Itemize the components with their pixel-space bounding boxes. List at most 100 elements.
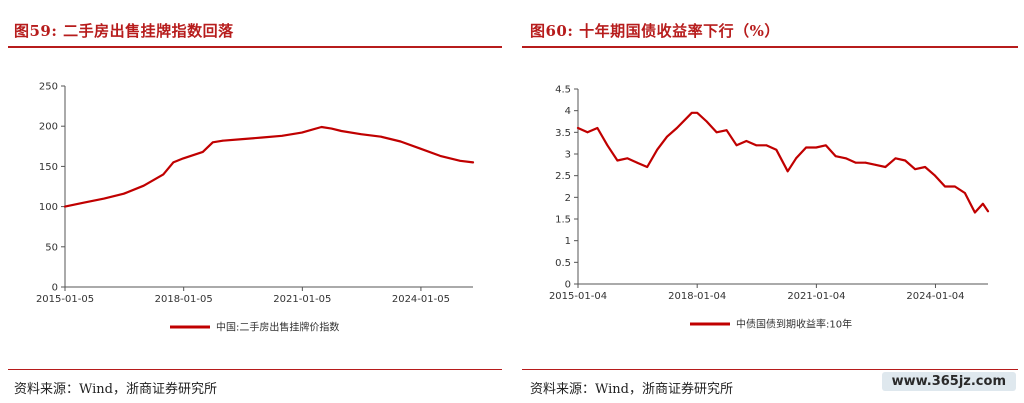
right-data-point — [894, 157, 897, 160]
left-y-tick-label: 100 — [39, 202, 58, 213]
right-data-point — [934, 174, 936, 177]
left-data-point — [122, 192, 125, 195]
right-data-point — [626, 157, 629, 160]
left-y-tick-label: 50 — [45, 242, 58, 253]
right-data-point — [690, 111, 693, 114]
right-source-rule — [522, 369, 1018, 370]
left-title-rule — [8, 46, 502, 48]
left-x-tick-label: 2021-01-05 — [273, 294, 331, 305]
right-data-point — [616, 159, 619, 162]
right-data-point — [944, 185, 946, 188]
right-data-point — [805, 146, 807, 149]
right-data-point — [705, 120, 708, 123]
right-data-point — [725, 129, 728, 132]
right-data-point — [666, 135, 668, 138]
left-data-point — [261, 136, 264, 139]
left-data-point — [103, 197, 105, 200]
right-x-tick-label: 2015-01-04 — [549, 291, 607, 302]
right-data-point — [606, 144, 609, 147]
left-data-point — [201, 151, 204, 153]
left-y-tick-label: 250 — [39, 82, 58, 93]
right-data-point — [696, 111, 699, 114]
left-source-rule — [8, 369, 502, 370]
left-data-point — [182, 157, 185, 160]
left-x-tick-label: 2015-01-05 — [36, 294, 94, 305]
right-data-point — [982, 202, 984, 205]
right-data-point — [844, 157, 847, 160]
left-data-point — [330, 127, 333, 130]
left-chart-plot: 0 50 100 150 200 250 2015-01-05 2018-01-05 2021-… — [36, 82, 475, 334]
right-series-line — [576, 111, 990, 214]
left-x-tick-label: 2024-01-05 — [392, 294, 450, 305]
right-data-point — [676, 127, 678, 129]
left-data-point — [439, 155, 442, 157]
right-y-tick-label: 0.5 — [555, 258, 571, 269]
right-data-point — [834, 155, 837, 158]
right-data-point — [924, 166, 926, 168]
right-data-point — [874, 163, 877, 166]
right-legend-label: 中债国债到期收益率:10年 — [736, 318, 852, 331]
left-data-point — [221, 139, 224, 142]
left-data-point — [472, 161, 474, 164]
right-title-rule — [522, 46, 1018, 48]
left-source-note: 资料来源：Wind，浙商证券研究所 — [14, 382, 217, 397]
left-x-tick-label: 2018-01-05 — [155, 294, 213, 305]
left-data-point — [301, 131, 303, 134]
left-series-line — [63, 125, 475, 208]
left-data-point — [360, 133, 362, 136]
right-data-point — [775, 148, 778, 151]
right-data-point — [864, 161, 867, 164]
right-y-tick-label: 2.5 — [555, 171, 571, 182]
right-data-point — [954, 185, 956, 188]
right-y-tick-label: 4 — [565, 106, 571, 117]
right-data-point — [755, 144, 758, 147]
right-data-point — [646, 166, 649, 168]
right-data-point — [824, 144, 827, 147]
right-data-point — [577, 127, 579, 129]
right-data-point — [987, 210, 989, 213]
right-data-point — [745, 140, 748, 142]
left-y-tick-label: 150 — [39, 162, 58, 173]
left-data-point — [281, 134, 283, 137]
left-data-point — [64, 205, 66, 208]
right-data-point — [656, 148, 659, 151]
left-data-point — [459, 159, 461, 162]
right-y-tick-label: 4.5 — [555, 85, 571, 96]
right-data-point — [914, 168, 916, 171]
left-data-point — [211, 141, 214, 144]
right-data-point — [786, 170, 789, 173]
right-data-point — [795, 157, 797, 160]
right-y-tick-label: 1.5 — [555, 215, 571, 226]
right-data-point — [636, 161, 639, 164]
watermark-badge: www.365jz.com — [881, 372, 1016, 391]
right-x-tick-label: 2021-01-04 — [787, 291, 845, 302]
right-x-tick-label: 2024-01-04 — [906, 291, 964, 302]
right-data-point — [596, 127, 599, 129]
right-y-tick-label: 0 — [565, 280, 571, 291]
right-data-point — [586, 131, 589, 134]
right-data-point — [904, 159, 907, 162]
left-data-point — [419, 147, 422, 150]
right-y-tick-label: 2 — [565, 193, 571, 204]
left-y-tick-label: 200 — [39, 122, 58, 133]
left-data-point — [399, 140, 402, 143]
left-chart-title: 图59: 二手房出售挂牌指数回落 — [14, 22, 234, 40]
left-y-tick-label: 0 — [52, 283, 58, 294]
right-y-tick-label: 1 — [565, 236, 571, 247]
left-data-point — [162, 173, 165, 176]
left-data-point — [142, 184, 145, 187]
right-y-tick-label: 3 — [565, 150, 571, 161]
left-legend-label: 中国:二手房出售挂牌价指数 — [216, 321, 339, 334]
right-chart-plot: 0 0.5 1 1.5 2 2.5 3 3.5 4 4.5 2015-01-04 2018-01-04… — [549, 85, 990, 331]
right-y-tick-label: 3.5 — [555, 128, 571, 139]
right-data-point — [854, 161, 857, 164]
right-data-point — [815, 146, 817, 149]
right-data-point — [715, 131, 718, 134]
right-data-point — [974, 211, 976, 214]
left-data-point — [83, 201, 86, 204]
right-chart-title: 图60: 十年期国债收益率下行（%） — [530, 22, 780, 40]
left-data-point — [380, 135, 382, 138]
right-source-note: 资料来源：Wind，浙商证券研究所 — [530, 382, 733, 397]
right-data-point — [735, 144, 738, 147]
